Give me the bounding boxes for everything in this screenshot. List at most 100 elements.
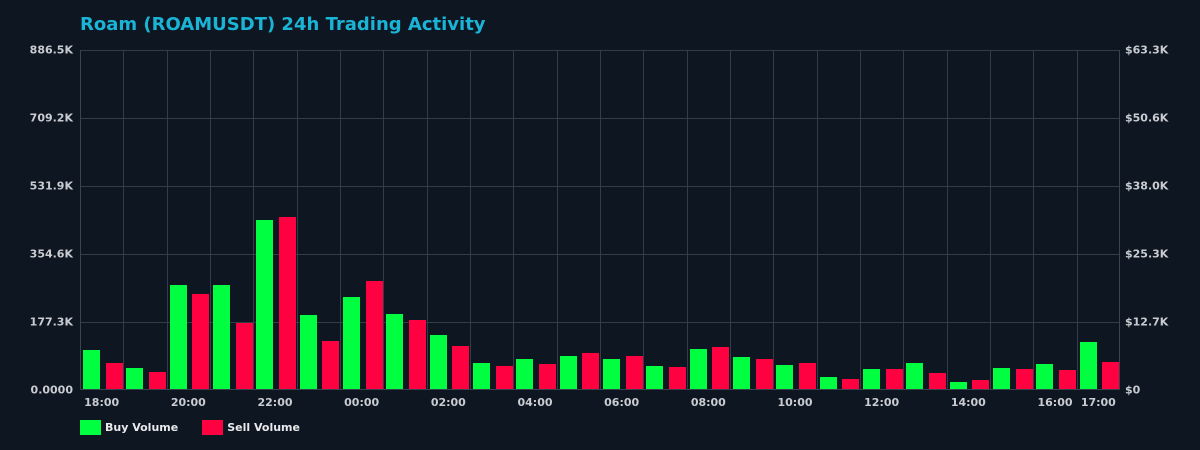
legend: Buy Volume Sell Volume — [80, 420, 324, 435]
sell-volume-bar[interactable] — [755, 359, 773, 389]
v-gridline — [166, 50, 168, 389]
v-gridline — [643, 50, 645, 389]
sell-volume-bar[interactable] — [668, 367, 686, 389]
sell-volume-bar[interactable] — [452, 346, 470, 389]
buy-volume-bar[interactable] — [646, 366, 664, 389]
v-gridline — [296, 50, 298, 389]
buy-volume-bar[interactable] — [863, 369, 880, 389]
sell-volume-bar[interactable] — [322, 341, 340, 389]
buy-volume-bar[interactable] — [213, 285, 230, 389]
v-gridline — [123, 50, 125, 389]
v-gridline — [513, 50, 515, 389]
buy-volume-bar[interactable] — [169, 285, 187, 389]
legend-label-buy: Buy Volume — [105, 421, 179, 434]
left-y-tick-label: 0.0000 — [30, 383, 73, 397]
v-gridline — [556, 50, 558, 389]
buy-volume-bar[interactable] — [256, 219, 274, 389]
right-y-tick-label: $63.3K — [1125, 43, 1169, 57]
x-tick-label: 12:00 — [864, 396, 900, 409]
right-y-tick-label: $25.3K — [1125, 247, 1169, 261]
buy-volume-bar[interactable] — [1079, 342, 1097, 389]
buy-volume-bar[interactable] — [299, 314, 317, 389]
left-y-tick-label: 886.5K — [29, 43, 73, 57]
buy-volume-bar[interactable] — [343, 296, 360, 389]
buy-volume-bar[interactable] — [819, 377, 837, 389]
sell-volume-bar[interactable] — [798, 363, 816, 389]
sell-volume-bar[interactable] — [712, 347, 730, 389]
sell-volume-bar[interactable] — [842, 379, 860, 389]
right-y-tick-label: $50.6K — [1125, 111, 1169, 125]
sell-volume-bar[interactable] — [365, 281, 383, 389]
v-gridline — [383, 50, 385, 389]
sell-volume-bar[interactable] — [928, 372, 946, 389]
right-y-tick-label: $12.7K — [1125, 315, 1169, 329]
x-tick-label: 18:00 — [84, 396, 120, 409]
sell-volume-bar[interactable] — [105, 363, 123, 389]
sell-volume-bar[interactable] — [495, 366, 513, 389]
v-gridline — [773, 50, 775, 389]
buy-volume-bar[interactable] — [1036, 364, 1054, 389]
sell-volume-bar[interactable] — [538, 364, 556, 389]
v-gridline — [253, 50, 255, 389]
sell-volume-bar[interactable] — [148, 372, 166, 389]
v-gridline — [426, 50, 428, 389]
x-tick-label: 04:00 — [517, 396, 553, 409]
buy-volume-bar[interactable] — [83, 350, 100, 389]
left-y-tick-label: 354.6K — [29, 247, 73, 261]
right-y-tick-label: $38.0K — [1125, 179, 1169, 193]
v-gridline — [946, 50, 948, 389]
buy-volume-bar[interactable] — [429, 335, 447, 389]
x-tick-label: 14:00 — [950, 396, 986, 409]
chart-title: Roam (ROAMUSDT) 24h Trading Activity — [80, 14, 486, 35]
x-tick-label: 02:00 — [430, 396, 466, 409]
buy-volume-bar[interactable] — [906, 362, 924, 389]
legend-label-sell: Sell Volume — [227, 421, 300, 434]
sell-volume-bar[interactable] — [235, 323, 253, 389]
x-tick-label: 20:00 — [170, 396, 206, 409]
sell-volume-bar[interactable] — [408, 319, 426, 389]
buy-volume-bar[interactable] — [689, 349, 707, 389]
v-gridline — [1033, 50, 1035, 389]
buy-volume-bar[interactable] — [559, 356, 577, 389]
buy-swatch-icon — [80, 420, 101, 435]
sell-volume-bar[interactable] — [278, 217, 296, 389]
x-tick-label: 06:00 — [604, 396, 640, 409]
v-gridline — [730, 50, 731, 389]
v-gridline — [686, 50, 688, 389]
sell-volume-bar[interactable] — [1102, 362, 1120, 389]
buy-volume-bar[interactable] — [776, 365, 794, 389]
x-tick-label: 17:00 — [1080, 396, 1116, 409]
x-tick-label: 10:00 — [777, 396, 813, 409]
left-y-tick-label: 177.3K — [29, 315, 73, 329]
sell-volume-bar[interactable] — [885, 369, 903, 389]
v-gridline — [600, 50, 601, 389]
sell-volume-bar[interactable] — [625, 356, 643, 389]
sell-swatch-icon — [202, 420, 224, 435]
buy-volume-bar[interactable] — [473, 363, 490, 389]
sell-volume-bar[interactable] — [1058, 370, 1076, 389]
buy-volume-bar[interactable] — [949, 382, 967, 389]
x-tick-label: 00:00 — [344, 396, 380, 409]
left-y-tick-label: 531.9K — [29, 179, 73, 193]
buy-volume-bar[interactable] — [603, 359, 620, 389]
v-gridline — [470, 50, 471, 389]
legend-item-sell[interactable]: Sell Volume — [202, 420, 300, 435]
v-gridline — [340, 50, 341, 389]
v-gridline — [990, 50, 991, 389]
x-tick-label: 22:00 — [257, 396, 293, 409]
buy-volume-bar[interactable] — [516, 359, 534, 389]
x-tick-label: 08:00 — [690, 396, 726, 409]
sell-volume-bar[interactable] — [192, 294, 210, 389]
buy-volume-bar[interactable] — [993, 367, 1010, 389]
x-tick-label: 16:00 — [1037, 396, 1073, 409]
buy-volume-bar[interactable] — [126, 367, 144, 389]
v-gridline — [860, 50, 861, 389]
legend-item-buy[interactable]: Buy Volume — [80, 420, 178, 435]
sell-volume-bar[interactable] — [582, 352, 600, 389]
sell-volume-bar[interactable] — [1015, 369, 1033, 389]
buy-volume-bar[interactable] — [733, 357, 750, 389]
buy-volume-bar[interactable] — [386, 313, 404, 389]
v-gridline — [816, 50, 818, 389]
plot-area — [80, 50, 1120, 390]
sell-volume-bar[interactable] — [972, 380, 990, 389]
